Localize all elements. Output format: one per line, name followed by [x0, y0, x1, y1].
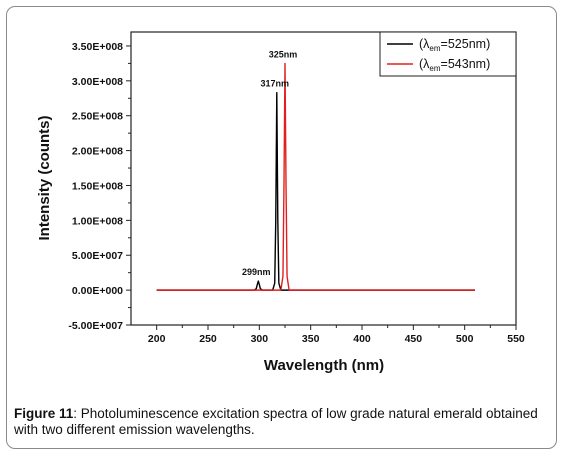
series-layer — [156, 62, 475, 291]
figure-frame — [6, 6, 557, 449]
y-axis-ticks: -5.00E+007 0.00E+000 5.00E+007 1.00E+008 1.5… — [68, 41, 131, 332]
y-tick-label: 3.50E+008 — [72, 41, 123, 53]
caption-text: : Photoluminescence excitation spectra o… — [14, 406, 538, 437]
y-tick-label: 2.50E+008 — [72, 111, 123, 123]
x-tick-label: 550 — [507, 333, 525, 345]
x-tick-label: 350 — [302, 333, 320, 345]
x-tick-label: 250 — [199, 333, 217, 345]
plot-area — [130, 31, 517, 326]
legend-label-2: (λem=543nm) — [419, 57, 490, 73]
y-tick-label: 3.00E+008 — [72, 76, 123, 88]
y-tick-label: 0.00E+000 — [72, 285, 123, 297]
caption-label: Figure 11 — [14, 406, 74, 421]
y-axis-label: Intensity (counts) — [36, 115, 53, 240]
x-axis-ticks: 200 250 300 350 400 450 500 550 — [148, 325, 525, 345]
legend: (λem=525nm) (λem=543nm) — [379, 31, 517, 77]
series-line-1 — [156, 91, 475, 291]
y-tick-label: 2.00E+008 — [72, 146, 123, 158]
x-tick-label: 200 — [148, 333, 166, 345]
peak-label: 299nm — [242, 267, 271, 277]
y-tick-label: -5.00E+007 — [68, 320, 123, 332]
peak-label: 317nm — [261, 79, 290, 89]
x-tick-label: 450 — [405, 333, 423, 345]
x-axis-label: Wavelength (nm) — [264, 357, 384, 374]
x-tick-label: 400 — [353, 333, 371, 345]
legend-box — [379, 31, 517, 77]
y-tick-label: 1.50E+008 — [72, 180, 123, 192]
y-tick-label: 1.00E+008 — [72, 215, 123, 227]
peak-label: 325nm — [269, 49, 298, 59]
plot-border — [130, 31, 517, 326]
x-tick-label: 500 — [456, 333, 474, 345]
peak-annotations: 325nm 317nm 299nm — [242, 49, 297, 277]
figure-caption: Figure 11: Photoluminescence excitation … — [14, 406, 554, 438]
chart: -5.00E+007 0.00E+000 5.00E+007 1.00E+008 1.5… — [36, 31, 525, 374]
series-line-2 — [156, 62, 475, 291]
y-tick-label: 5.00E+007 — [72, 250, 123, 262]
x-tick-label: 300 — [251, 333, 269, 345]
legend-label-1: (λem=525nm) — [419, 37, 490, 53]
